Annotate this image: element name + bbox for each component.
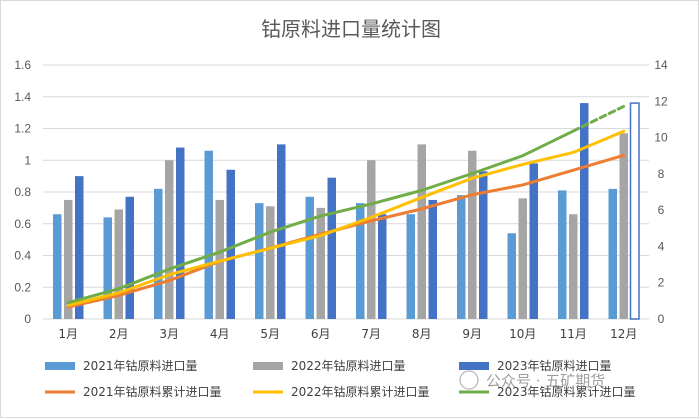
legend-label-bar-2: 2022年钴原料进口量: [291, 358, 406, 373]
bar-1-10: [507, 233, 516, 319]
y-left-tick-label: 0: [24, 312, 31, 326]
bar-1-9: [457, 195, 466, 319]
bar-2-10: [518, 198, 527, 319]
bar-3-6: [327, 177, 336, 319]
bar-2-11: [569, 214, 578, 319]
bar-2-7: [367, 160, 376, 319]
line-series-1: [66, 153, 626, 309]
line-series-group: [66, 104, 626, 309]
bar-2-5: [266, 206, 275, 319]
legend-label-bar-1: 2021年钴原料进口量: [83, 358, 198, 373]
y-left-tick-label: 1.6: [14, 58, 31, 72]
y-right-tick-label: 6: [658, 203, 665, 217]
bar-3-2: [125, 196, 134, 319]
bar-series-group: [53, 102, 640, 320]
watermark: 公众号 · 五矿期货: [459, 370, 605, 390]
bar-3-3: [176, 147, 185, 319]
x-axis-categories: 1月 2月 3月 4月 5月 6月 7月 8月 9月 10月 11月 12月: [58, 327, 637, 341]
legend-label-line-3: 2023年钴原料累计进口量: [497, 384, 636, 399]
bar-2-8: [417, 144, 426, 319]
y-left-tick-label: 1.4: [14, 90, 31, 104]
x-category-label: 5月: [260, 327, 280, 341]
y-axis-left: 0 0.2 0.4 0.6 0.8 1 1.2 1.4 1.6: [14, 58, 31, 326]
bar-3-11: [580, 103, 589, 319]
bar-2-6: [316, 207, 325, 319]
bar-3-7: [378, 214, 387, 319]
bar-3-12: [629, 102, 640, 320]
bar-3-10: [529, 163, 538, 319]
bar-1-4: [204, 150, 213, 319]
legend-swatch-bar-3: [459, 362, 489, 370]
bar-2-3: [165, 160, 174, 319]
bar-2-1: [64, 199, 73, 319]
y-left-tick-label: 0.6: [14, 217, 31, 231]
bar-1-7: [356, 203, 365, 319]
x-category-label: 10月: [509, 327, 536, 341]
bar-1-6: [305, 196, 314, 319]
y-left-tick-label: 1: [24, 153, 31, 167]
bar-3-1: [75, 176, 84, 319]
line-series-3: [66, 129, 575, 305]
bar-1-12: [608, 188, 617, 319]
bar-2-12: [619, 133, 628, 319]
bar-2-9: [468, 150, 477, 319]
x-category-label: 7月: [361, 327, 381, 341]
legend-label-bar-3: 2023年钴原料进口量: [497, 358, 612, 373]
y-right-tick-label: 0: [658, 312, 665, 326]
legend-swatch-bar-2: [253, 362, 283, 370]
watermark-icon: [459, 370, 479, 390]
x-category-label: 4月: [210, 327, 230, 341]
bar-2-4: [215, 199, 224, 319]
x-category-label: 11月: [560, 327, 587, 341]
legend-label-line-1: 2021年钴原料累计进口量: [83, 384, 222, 399]
y-left-tick-label: 0.2: [14, 280, 31, 294]
chart-title: 钴原料进口量统计图: [261, 17, 441, 41]
y-right-tick-label: 14: [654, 58, 668, 72]
line-series-3-projection: [571, 104, 626, 133]
y-right-tick-label: 10: [654, 131, 668, 145]
legend-label-line-2: 2022年钴原料累计进口量: [291, 384, 430, 399]
y-left-tick-label: 1.2: [14, 122, 31, 136]
x-category-label: 8月: [412, 327, 432, 341]
bar-1-8: [406, 214, 415, 319]
bar-1-3: [154, 188, 163, 319]
y-right-tick-label: 8: [658, 167, 665, 181]
legend-swatch-bar-1: [45, 362, 75, 370]
x-category-label: 1月: [58, 327, 78, 341]
x-category-label: 12月: [610, 327, 637, 341]
bar-1-1: [53, 214, 62, 319]
x-category-label: 6月: [311, 327, 331, 341]
y-right-tick-label: 4: [658, 239, 665, 253]
bar-3-8: [428, 199, 437, 319]
bar-1-5: [255, 203, 264, 319]
bar-2-2: [114, 209, 123, 319]
line-series-2: [66, 129, 626, 307]
y-right-tick-label: 12: [654, 94, 668, 108]
x-category-label: 9月: [462, 327, 482, 341]
bar-1-2: [103, 217, 112, 319]
bar-3-5: [277, 144, 286, 319]
y-axis-right: 0 2 4 6 8 10 12 14: [654, 58, 668, 326]
x-category-label: 3月: [159, 327, 179, 341]
y-left-tick-label: 0.4: [14, 249, 31, 263]
y-left-tick-label: 0.8: [14, 185, 31, 199]
legend: 2021年钴原料进口量 2022年钴原料进口量 2023年钴原料进口量 2021年钴原…: [45, 358, 636, 399]
bar-3-9: [479, 171, 488, 319]
bar-3-4: [226, 169, 235, 319]
watermark-text: 公众号 · 五矿期货: [486, 372, 605, 390]
x-category-label: 2月: [109, 327, 129, 341]
y-right-tick-label: 2: [658, 276, 665, 290]
bar-1-11: [558, 190, 567, 319]
